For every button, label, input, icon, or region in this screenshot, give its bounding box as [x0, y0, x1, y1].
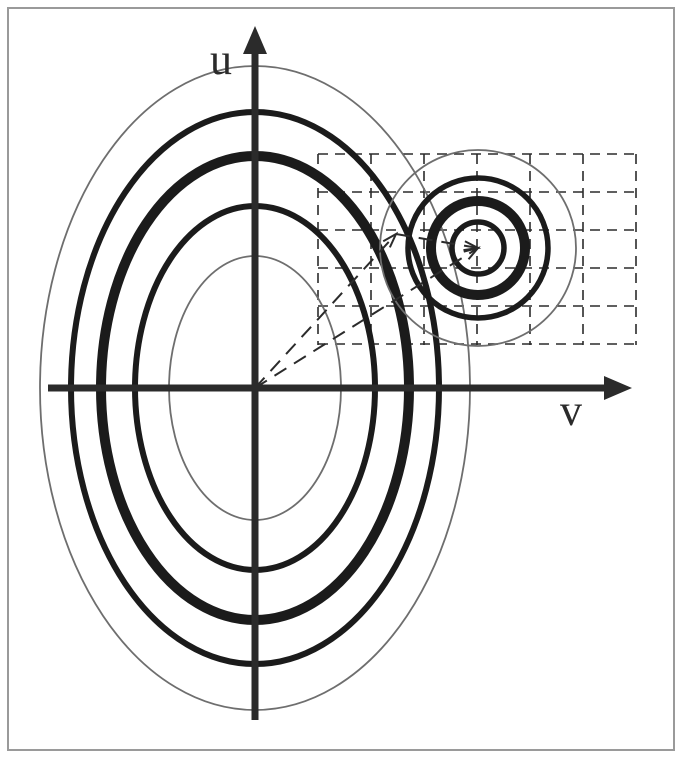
- axis-v-label: v: [560, 386, 582, 435]
- axis-v-arrowhead: [604, 376, 632, 400]
- axis-u-label: u: [210, 35, 232, 84]
- axis-u-arrowhead: [243, 26, 267, 54]
- diagram-canvas: uv: [0, 0, 682, 758]
